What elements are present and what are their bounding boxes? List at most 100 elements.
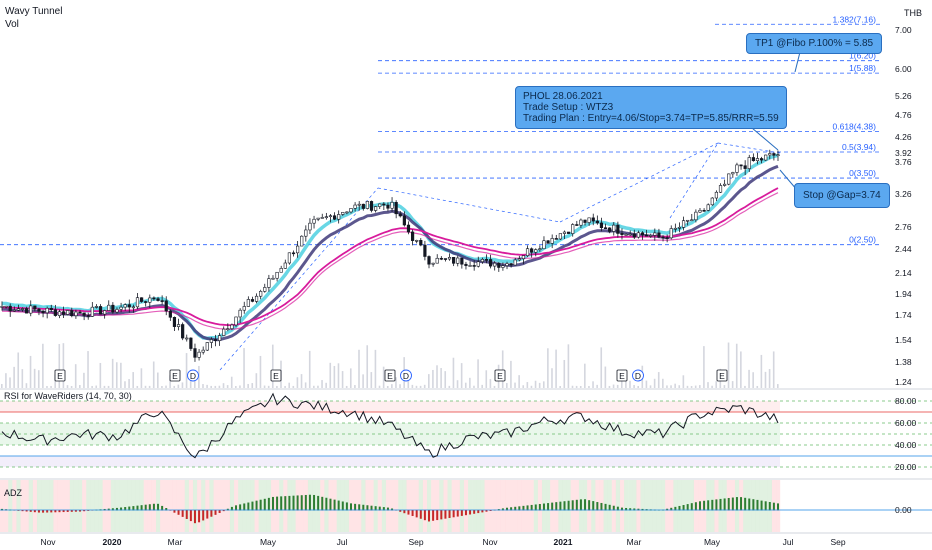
- earnings-marker: E: [169, 369, 181, 382]
- candle-body: [250, 299, 255, 302]
- adz-histogram-bar: [214, 510, 217, 515]
- rsi-tick-label: 60.00: [895, 418, 917, 428]
- adz-histogram-bar: [678, 505, 681, 511]
- adz-histogram-bar: [432, 510, 435, 521]
- marker-label: E: [719, 371, 725, 381]
- rsi-tick-label: 80.00: [895, 396, 917, 406]
- volume-bar: [694, 385, 697, 388]
- adz-histogram-bar: [522, 505, 525, 511]
- candle-body: [230, 324, 234, 329]
- volume-bar: [391, 384, 393, 388]
- plan-line: PHOL 28.06.2021: [523, 91, 603, 102]
- volume-bar: [21, 369, 24, 388]
- adz-background-bar: [114, 480, 120, 532]
- adz-background-bar: [12, 480, 17, 532]
- candle-body: [575, 224, 579, 226]
- adz-background-bar: [418, 480, 423, 532]
- adz-histogram-bar: [189, 510, 192, 522]
- candle-body: [509, 263, 513, 266]
- adz-background-bar: [385, 480, 391, 532]
- volume-bar: [378, 385, 381, 388]
- adz-histogram-bar: [62, 510, 65, 513]
- adz-histogram-bar: [54, 510, 57, 513]
- candle-body: [447, 257, 452, 260]
- adz-histogram-bar: [764, 501, 767, 511]
- adz-histogram-bar: [407, 510, 410, 515]
- adz-background-bar: [192, 480, 198, 532]
- trading-plan-callout[interactable]: PHOL 28.06.2021 Trade Setup : WTZ3 Tradi…: [515, 86, 787, 129]
- candle-body: [312, 218, 316, 224]
- adz-histogram-bar: [210, 510, 213, 517]
- trend-line: [219, 187, 379, 371]
- candle-body: [123, 304, 127, 308]
- adz-histogram-bar: [735, 497, 738, 511]
- long-ma-line: [2, 187, 779, 327]
- adz-histogram-bar: [193, 510, 196, 524]
- adz-histogram-bar: [29, 510, 32, 512]
- fib-level-label: 1.382(7.16): [833, 14, 877, 24]
- adz-histogram-bar: [222, 510, 225, 512]
- candle-body: [488, 259, 493, 267]
- adz-background-bar: [665, 480, 670, 532]
- candle-body: [209, 339, 213, 343]
- stop-callout[interactable]: Stop @Gap=3.74: [794, 183, 890, 208]
- candle-body: [661, 236, 665, 239]
- adz-background-bar: [624, 480, 629, 532]
- volume-bar: [140, 368, 143, 388]
- adz-histogram-bar: [202, 510, 205, 521]
- volume-bar: [571, 385, 574, 388]
- candle-body: [764, 154, 768, 161]
- volume-bar: [206, 384, 208, 388]
- candle-body: [316, 217, 320, 220]
- candle-body: [168, 310, 172, 318]
- adz-histogram-bar: [50, 510, 53, 513]
- time-tick-label: May: [260, 537, 277, 547]
- candle-body: [394, 202, 398, 215]
- candle-body: [308, 222, 312, 231]
- volume-bar: [271, 344, 274, 388]
- adz-background-bar: [488, 480, 493, 532]
- adz-background-bar: [20, 480, 25, 532]
- volume-bar: [358, 349, 360, 388]
- adz-background-bar: [4, 480, 9, 532]
- volume-bar: [440, 368, 442, 388]
- adz-histogram-bar: [136, 505, 139, 511]
- volume-bar: [407, 377, 410, 388]
- candle-body: [755, 158, 760, 162]
- adz-histogram-bar: [448, 510, 451, 518]
- time-tick-label: Mar: [168, 537, 183, 547]
- adz-histogram-bar: [284, 496, 287, 511]
- candle-body: [776, 154, 780, 157]
- adz-histogram-bar: [551, 502, 554, 511]
- candle-body: [398, 213, 402, 217]
- volume-bar: [686, 385, 689, 388]
- time-tick-label: Jul: [783, 537, 794, 547]
- adz-histogram-bar: [489, 510, 492, 511]
- volume-bar: [214, 385, 217, 388]
- volume-bar: [259, 355, 262, 388]
- volume-bar: [735, 343, 738, 388]
- adz-histogram-bar: [584, 499, 587, 511]
- volume-bar: [230, 376, 233, 388]
- candle-body: [201, 349, 205, 353]
- candle-body: [402, 215, 406, 226]
- volume-bar: [337, 363, 340, 388]
- volume-bar: [173, 385, 176, 388]
- candle-body: [127, 304, 131, 308]
- candle-body: [410, 231, 415, 241]
- candle-body: [731, 172, 735, 175]
- adz-background-bar: [65, 480, 70, 532]
- volume-bar: [596, 384, 598, 388]
- chart-header: Wavy Tunnel Vol: [5, 5, 62, 31]
- volume-bar: [481, 384, 483, 388]
- adz-background-bar: [669, 480, 674, 532]
- candle-body: [98, 306, 103, 315]
- adz-histogram-bar: [378, 506, 381, 511]
- volume-bar: [485, 370, 488, 388]
- volume-bar: [415, 385, 418, 388]
- adz-background-bar: [496, 480, 502, 532]
- adz-histogram-bar: [313, 494, 316, 511]
- tp1-callout[interactable]: TP1 @Fibo P.100% = 5.85: [746, 33, 883, 54]
